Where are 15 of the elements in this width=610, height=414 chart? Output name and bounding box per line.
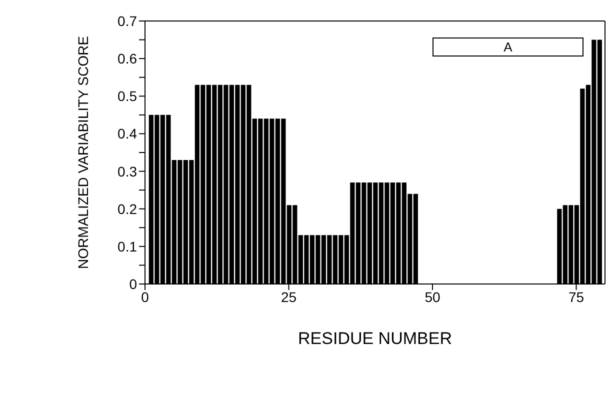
y-tick-label: 0.5: [118, 88, 138, 104]
x-tick-label: 0: [141, 288, 150, 305]
y-tick-label: 0.7: [118, 12, 138, 29]
x-tick-label: 75: [568, 288, 584, 305]
x-tick-label: 25: [280, 288, 297, 305]
y-axis-title: NORMALIZED VARIABILITY SCORE: [74, 36, 91, 269]
y-tick-label: 0.4: [118, 126, 138, 142]
y-tick-label: 0.6: [118, 50, 138, 67]
y-tick-label: 0: [129, 276, 138, 292]
x-axis-title: RESIDUE NUMBER: [298, 329, 452, 348]
x-tick-label: 50: [424, 288, 440, 305]
annotation: A: [504, 40, 513, 55]
y-tick-label: 0.1: [118, 238, 138, 254]
y-tick-label: 0.3: [118, 163, 138, 180]
y-tick-label: 0.2: [118, 200, 138, 217]
